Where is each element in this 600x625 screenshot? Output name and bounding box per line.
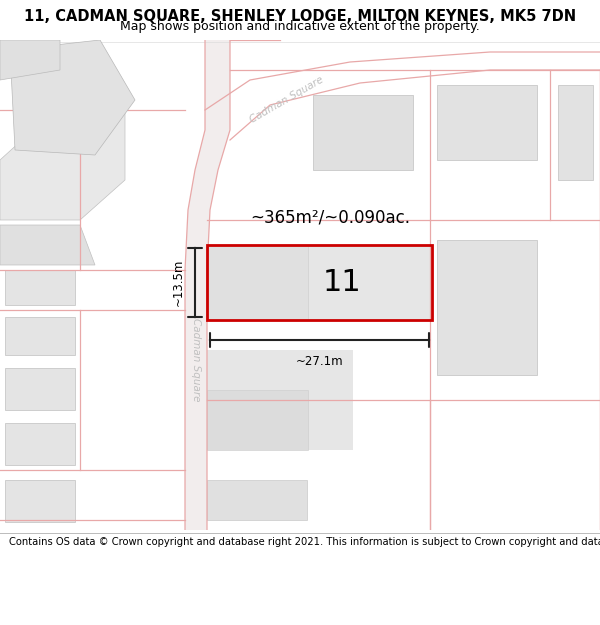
Bar — [5, 270, 75, 305]
Polygon shape — [185, 210, 210, 270]
Text: Map shows position and indicative extent of the property.: Map shows position and indicative extent… — [120, 20, 480, 32]
Bar — [207, 245, 432, 320]
Polygon shape — [185, 270, 207, 530]
Bar — [207, 480, 307, 520]
Text: ~365m²/~0.090ac.: ~365m²/~0.090ac. — [251, 208, 411, 226]
Bar — [207, 245, 432, 320]
Polygon shape — [0, 40, 60, 80]
Text: Cadman Square: Cadman Square — [191, 318, 201, 402]
Bar — [313, 95, 413, 170]
Bar — [5, 480, 75, 522]
Bar — [5, 368, 75, 410]
Bar — [207, 245, 308, 320]
Bar — [5, 317, 75, 355]
Bar — [437, 85, 537, 160]
Polygon shape — [195, 130, 230, 170]
Polygon shape — [205, 40, 230, 130]
Bar — [5, 423, 75, 465]
Text: 11: 11 — [323, 268, 361, 297]
Bar — [207, 350, 353, 450]
Bar — [207, 390, 308, 450]
Text: ~13.5m: ~13.5m — [172, 259, 185, 306]
Polygon shape — [0, 225, 95, 265]
Polygon shape — [10, 40, 135, 155]
Text: 11, CADMAN SQUARE, SHENLEY LODGE, MILTON KEYNES, MK5 7DN: 11, CADMAN SQUARE, SHENLEY LODGE, MILTON… — [24, 9, 576, 24]
Text: Contains OS data © Crown copyright and database right 2021. This information is : Contains OS data © Crown copyright and d… — [9, 537, 600, 547]
Bar — [437, 240, 537, 375]
Polygon shape — [0, 110, 125, 220]
Text: Cadman Square: Cadman Square — [248, 75, 325, 125]
Polygon shape — [188, 170, 218, 210]
Text: ~27.1m: ~27.1m — [296, 355, 343, 368]
Bar — [558, 85, 593, 180]
